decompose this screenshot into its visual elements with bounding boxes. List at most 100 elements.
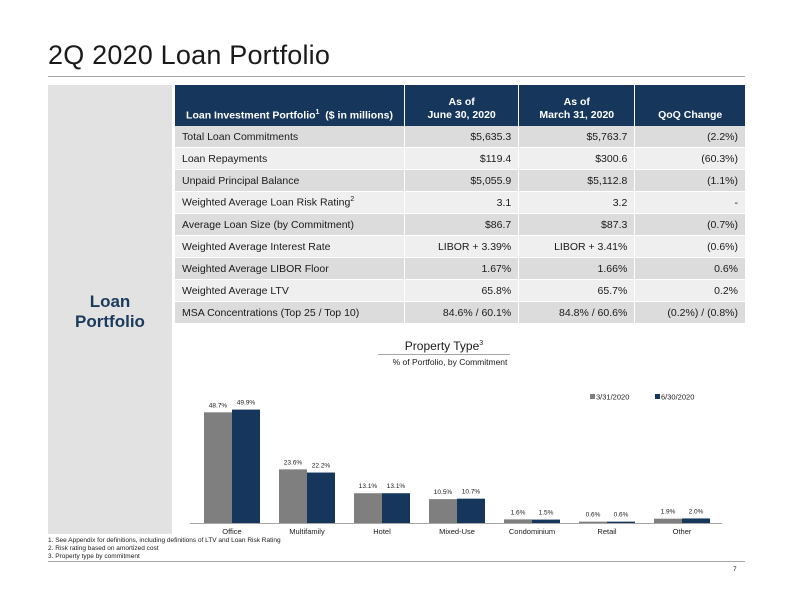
chart-title-underline <box>378 354 510 355</box>
category-label: Condominium <box>509 527 555 536</box>
row-label-text: Weighted Average Interest Rate <box>182 240 331 253</box>
footer-divider <box>48 561 745 562</box>
cell-qoq: 0.6% <box>634 257 745 280</box>
header-march: As of March 31, 2020 <box>518 85 636 126</box>
cell-march: LIBOR + 3.41% <box>518 235 636 258</box>
page-title: 2Q 2020 Loan Portfolio <box>48 40 331 70</box>
chart-title-text: Property Type <box>404 339 480 353</box>
row-label-text: Total Loan Commitments <box>182 130 299 143</box>
cell-qoq: - <box>634 191 745 214</box>
footnote-1: 1. See Appendix for definitions, includi… <box>48 537 281 544</box>
cell-qoq: (2.2%) <box>634 126 745 148</box>
legend-swatch-0 <box>590 394 595 399</box>
bar-mar-6 <box>654 518 682 523</box>
table-row: Weighted Average LTV 65.8% 65.7% 0.2% <box>175 279 745 302</box>
table-body: Total Loan Commitments $5,635.3 $5,763.7 (2… <box>175 126 745 324</box>
row-label: Weighted Average Loan Risk Rating2 <box>175 191 405 214</box>
side-panel <box>48 85 172 534</box>
header-portfolio-text: Loan Investment Portfolio <box>186 109 316 121</box>
data-label: 49.9% <box>237 400 256 407</box>
cell-june: 3.1 <box>404 191 520 214</box>
header-june-line2: June 30, 2020 <box>427 109 496 121</box>
category-label: Multifamily <box>289 527 325 536</box>
bar-jun-5 <box>607 521 635 523</box>
table-row: Total Loan Commitments $5,635.3 $5,763.7 (2… <box>175 126 745 148</box>
cell-june: $86.7 <box>404 213 520 236</box>
bar-mar-0 <box>204 412 232 523</box>
cell-june: 84.6% / 60.1% <box>404 301 520 324</box>
cell-qoq: 0.2% <box>634 279 745 302</box>
row-label-text: Average Loan Size (by Commitment) <box>182 218 354 231</box>
bar-mar-2 <box>354 493 382 523</box>
data-label: 23.6% <box>284 459 303 466</box>
category-label: Other <box>673 527 692 536</box>
header-march-line1: As of <box>563 96 590 108</box>
cell-qoq: (0.6%) <box>634 235 745 258</box>
header-june: As of June 30, 2020 <box>404 85 520 126</box>
legend-label-1: 6/30/2020 <box>661 393 694 402</box>
chart-title: Property Type3 <box>370 339 518 353</box>
table-row: Weighted Average Interest Rate LIBOR + 3.… <box>175 235 745 258</box>
row-label-text: Unpaid Principal Balance <box>182 174 300 187</box>
header-portfolio-suffix: ($ in millions) <box>325 109 393 121</box>
table-header-row: Loan Investment Portfolio1 ($ in million… <box>175 85 745 126</box>
data-label: 10.5% <box>434 489 453 496</box>
row-label-sup: 2 <box>350 196 355 204</box>
row-label: Total Loan Commitments <box>175 126 405 148</box>
side-label-line1: Loan <box>89 292 131 311</box>
data-label: 22.2% <box>312 463 331 470</box>
legend-label-0: 3/31/2020 <box>596 393 629 402</box>
header-portfolio-sup: 1 <box>315 108 320 116</box>
data-label: 1.6% <box>511 509 526 516</box>
cell-june: 65.8% <box>404 279 520 302</box>
chart-title-sup: 3 <box>479 340 484 347</box>
footnote-3: 3. Property type by commitment <box>48 553 140 560</box>
row-label: Weighted Average LIBOR Floor <box>175 257 405 280</box>
page-number: 7 <box>733 566 737 573</box>
data-label: 0.6% <box>614 512 629 519</box>
loan-portfolio-table: Loan Investment Portfolio1 ($ in million… <box>175 85 745 324</box>
bar-jun-0 <box>232 409 260 523</box>
row-label: MSA Concentrations (Top 25 / Top 10) <box>175 301 405 324</box>
bar-mar-3 <box>429 499 457 523</box>
data-label: 13.1% <box>359 483 378 490</box>
footnote-2: 2. Risk rating based on amortized cost <box>48 545 159 552</box>
row-label-text: Weighted Average LTV <box>182 284 289 297</box>
table-row: Weighted Average Loan Risk Rating2 3.1 3.2… <box>175 191 745 214</box>
legend-swatch-1 <box>655 394 660 399</box>
row-label-text: Loan Repayments <box>182 152 268 165</box>
category-label: Retail <box>597 527 617 536</box>
side-label-line2: Portfolio <box>75 312 145 331</box>
row-label: Loan Repayments <box>175 147 405 170</box>
bar-jun-2 <box>382 493 410 523</box>
cell-qoq: (0.2%) / (0.8%) <box>634 301 745 324</box>
data-label: 1.5% <box>539 510 554 517</box>
bar-mar-5 <box>579 521 607 523</box>
cell-qoq: (1.1%) <box>634 169 745 192</box>
cell-qoq: (0.7%) <box>634 213 745 236</box>
row-label: Weighted Average Interest Rate <box>175 235 405 258</box>
cell-june: 1.67% <box>404 257 520 280</box>
category-label: Hotel <box>373 527 391 536</box>
chart-subtitle: % of Portfolio, by Commitment <box>392 357 508 367</box>
data-label: 2.0% <box>689 508 704 515</box>
cell-june: $5,055.9 <box>404 169 520 192</box>
row-label-text: Weighted Average Loan Risk Rating <box>182 196 351 209</box>
cell-june: $5,635.3 <box>404 126 520 148</box>
cell-march: 65.7% <box>518 279 636 302</box>
data-label: 13.1% <box>387 483 406 490</box>
row-label: Weighted Average LTV <box>175 279 405 302</box>
row-label-text: Weighted Average LIBOR Floor <box>182 262 329 275</box>
bar-mar-4 <box>504 519 532 523</box>
bar-jun-3 <box>457 498 485 523</box>
data-label: 10.7% <box>462 489 481 496</box>
header-portfolio: Loan Investment Portfolio1 ($ in million… <box>175 85 405 126</box>
bar-jun-6 <box>682 518 710 523</box>
table-row: Weighted Average LIBOR Floor 1.67% 1.66% 0.… <box>175 257 745 280</box>
header-march-line2: March 31, 2020 <box>539 109 615 121</box>
cell-march: 3.2 <box>518 191 636 214</box>
category-label: Mixed-Use <box>439 527 475 536</box>
table-row: Average Loan Size (by Commitment) $86.7 $8… <box>175 213 745 236</box>
cell-june: $119.4 <box>404 147 520 170</box>
